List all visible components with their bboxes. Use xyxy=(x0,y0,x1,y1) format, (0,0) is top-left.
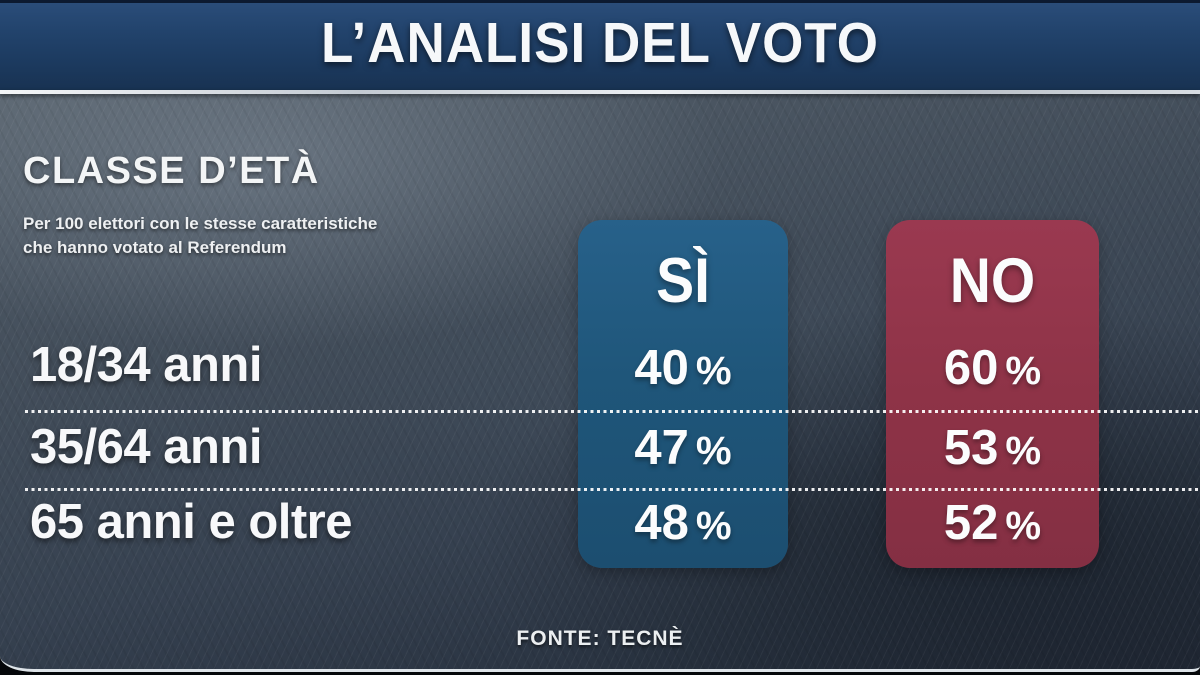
row-label-65-plus: 65 anni e oltre xyxy=(30,495,353,549)
row-separator-1 xyxy=(25,410,1200,413)
percent-sign: % xyxy=(1005,503,1042,548)
si-column-header: SÌ xyxy=(656,245,710,317)
no-column-header: NO xyxy=(949,245,1036,317)
si-value-65-plus: 48% xyxy=(578,498,788,551)
percent-sign: % xyxy=(695,348,732,393)
percent-sign: % xyxy=(695,428,732,473)
no-value-65-plus-number: 52 xyxy=(943,496,999,550)
header-band: L’ANALISI DEL VOTO xyxy=(0,0,1200,90)
no-value-35-64-number: 53 xyxy=(943,421,999,475)
si-value-35-64: 47% xyxy=(578,423,788,476)
row-separator-2 xyxy=(25,488,1200,491)
si-value-35-64-number: 47 xyxy=(634,421,689,475)
subtitle-line-2: che hanno votato al Referendum xyxy=(23,238,287,257)
si-column-panel: SÌ xyxy=(578,220,788,568)
no-value-18-34-number: 60 xyxy=(943,341,999,395)
si-value-18-34-number: 40 xyxy=(634,341,689,395)
percent-sign: % xyxy=(695,503,732,548)
row-label-35-64: 35/64 anni xyxy=(30,420,262,474)
subtitle-line-1: Per 100 elettori con le stesse caratteri… xyxy=(23,214,378,233)
no-column-panel: NO xyxy=(886,220,1099,568)
top-edge-line xyxy=(0,0,1200,3)
no-value-35-64: 53% xyxy=(886,423,1099,476)
section-subtitle: Per 100 elettori con le stesse caratteri… xyxy=(23,212,377,260)
percent-sign: % xyxy=(1005,428,1042,473)
no-value-65-plus: 52% xyxy=(886,498,1099,551)
header-divider xyxy=(0,90,1200,94)
section-title: CLASSE D’ETÀ xyxy=(23,150,320,192)
source-credit: FONTE: TECNÈ xyxy=(516,627,684,650)
page-title: L’ANALISI DEL VOTO xyxy=(321,12,879,75)
si-value-65-plus-number: 48 xyxy=(634,496,689,550)
no-value-18-34: 60% xyxy=(886,343,1099,396)
row-label-18-34: 18/34 anni xyxy=(30,338,262,392)
si-value-18-34: 40% xyxy=(578,343,788,396)
percent-sign: % xyxy=(1005,348,1042,393)
